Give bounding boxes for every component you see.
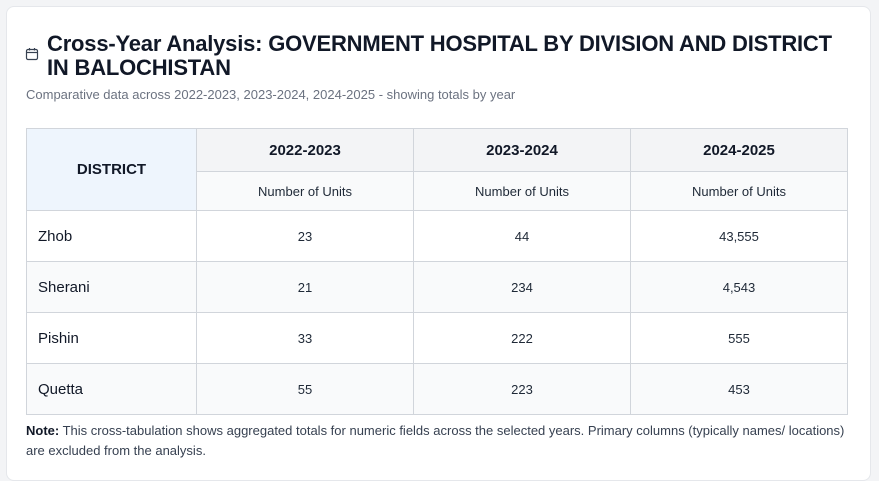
unit-column-header: Number of Units	[196, 171, 414, 211]
value-cell: 43,555	[630, 210, 848, 262]
value-cell: 23	[196, 210, 414, 262]
value-cell: 223	[413, 363, 631, 415]
year-column-header: 2022-2023	[196, 128, 414, 172]
district-name-cell: Quetta	[26, 363, 197, 415]
value-cell: 222	[413, 312, 631, 364]
value-cell: 33	[196, 312, 414, 364]
unit-header-row: Number of Units Number of Units Number o…	[27, 171, 848, 211]
year-column-header: 2024-2025	[630, 128, 848, 172]
table-row: Zhob 23 44 43,555	[26, 210, 848, 262]
value-cell: 55	[196, 363, 414, 415]
district-name-cell: Sherani	[26, 261, 197, 313]
note-label: Note:	[26, 423, 60, 438]
cross-tab-table: DISTRICT 2022-2023 2023-2024 2024-2025 N…	[26, 128, 848, 415]
page-title: Cross-Year Analysis: GOVERNMENT HOSPITAL…	[47, 31, 832, 80]
value-cell: 21	[196, 261, 414, 313]
table-row: Quetta 55 223 453	[26, 363, 848, 415]
district-name-cell: Pishin	[26, 312, 197, 364]
value-cell: 44	[413, 210, 631, 262]
year-header-row: DISTRICT 2022-2023 2023-2024 2024-2025	[26, 128, 848, 211]
value-cell: 453	[630, 363, 848, 415]
table-row: Pishin 33 222 555	[26, 312, 848, 364]
table-row: Sherani 21 234 4,543	[26, 261, 848, 313]
calendar-icon	[25, 48, 39, 61]
district-column-header: DISTRICT	[26, 128, 197, 211]
note-text: This cross-tabulation shows aggregated t…	[26, 423, 845, 458]
page-subtitle: Comparative data across 2022-2023, 2023-…	[26, 87, 516, 102]
value-cell: 4,543	[630, 261, 848, 313]
cross-year-analysis-card: Cross-Year Analysis: GOVERNMENT HOSPITAL…	[6, 6, 871, 481]
analysis-note: Note: This cross-tabulation shows aggreg…	[26, 421, 856, 461]
value-cell: 234	[413, 261, 631, 313]
district-name-cell: Zhob	[26, 210, 197, 262]
unit-column-header: Number of Units	[413, 171, 631, 211]
value-cell: 555	[630, 312, 848, 364]
title-row: Cross-Year Analysis: GOVERNMENT HOSPITAL…	[25, 32, 855, 80]
year-column-header: 2023-2024	[413, 128, 631, 172]
unit-column-header: Number of Units	[630, 171, 848, 211]
